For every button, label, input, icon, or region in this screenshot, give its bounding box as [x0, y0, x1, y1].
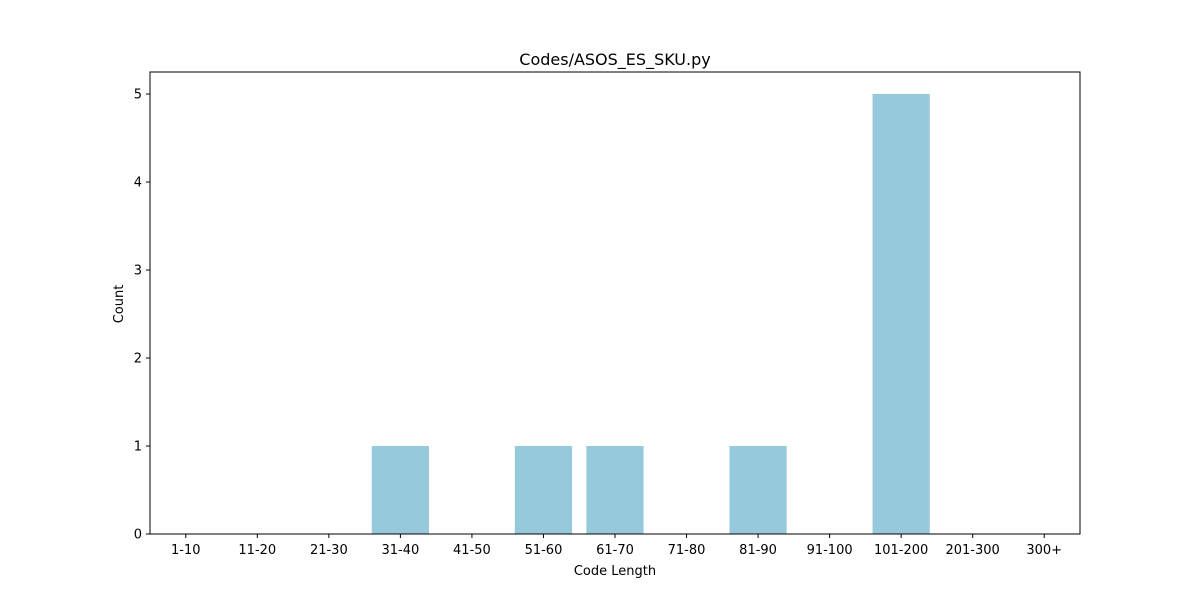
y-tick-label: 1 — [134, 440, 142, 455]
y-tick-label: 0 — [134, 528, 142, 543]
bar-31-40 — [371, 446, 429, 534]
x-tick-label: 71-80 — [668, 543, 706, 558]
x-tick-label: 31-40 — [381, 543, 419, 558]
y-tick-label: 3 — [134, 264, 142, 279]
x-axis-ticks: 1-10 11-20 21-30 31-40 41-50 51-60 61-70 71-80 8… — [171, 534, 1062, 558]
bar-101-200 — [872, 94, 930, 534]
y-tick-label: 5 — [134, 88, 142, 103]
x-tick-label: 41-50 — [453, 543, 491, 558]
x-axis-label: Code Length — [574, 564, 656, 579]
bar-61-70 — [586, 446, 644, 534]
x-tick-label: 300+ — [1026, 543, 1062, 558]
x-tick-label: 11-20 — [238, 543, 276, 558]
y-axis-label: Count — [112, 285, 127, 324]
bar-51-60 — [514, 446, 573, 534]
y-tick-label: 2 — [134, 352, 142, 367]
x-tick-label: 101-200 — [874, 543, 928, 558]
x-tick-label: 51-60 — [525, 543, 563, 558]
plot-area-frame — [149, 71, 1081, 535]
x-tick-label: 1-10 — [171, 543, 201, 558]
chart-title: Codes/ASOS_ES_SKU.py — [519, 50, 710, 70]
bar-81-90 — [729, 446, 787, 534]
y-axis-ticks: 0 1 2 3 4 5 — [134, 88, 150, 543]
y-tick-label: 4 — [134, 176, 142, 191]
bars-layer — [371, 94, 930, 534]
x-tick-label: 81-90 — [739, 543, 777, 558]
x-tick-label: 61-70 — [596, 543, 634, 558]
x-tick-label: 201-300 — [946, 543, 1000, 558]
x-tick-label: 21-30 — [310, 543, 348, 558]
x-tick-label: 91-100 — [807, 543, 853, 558]
